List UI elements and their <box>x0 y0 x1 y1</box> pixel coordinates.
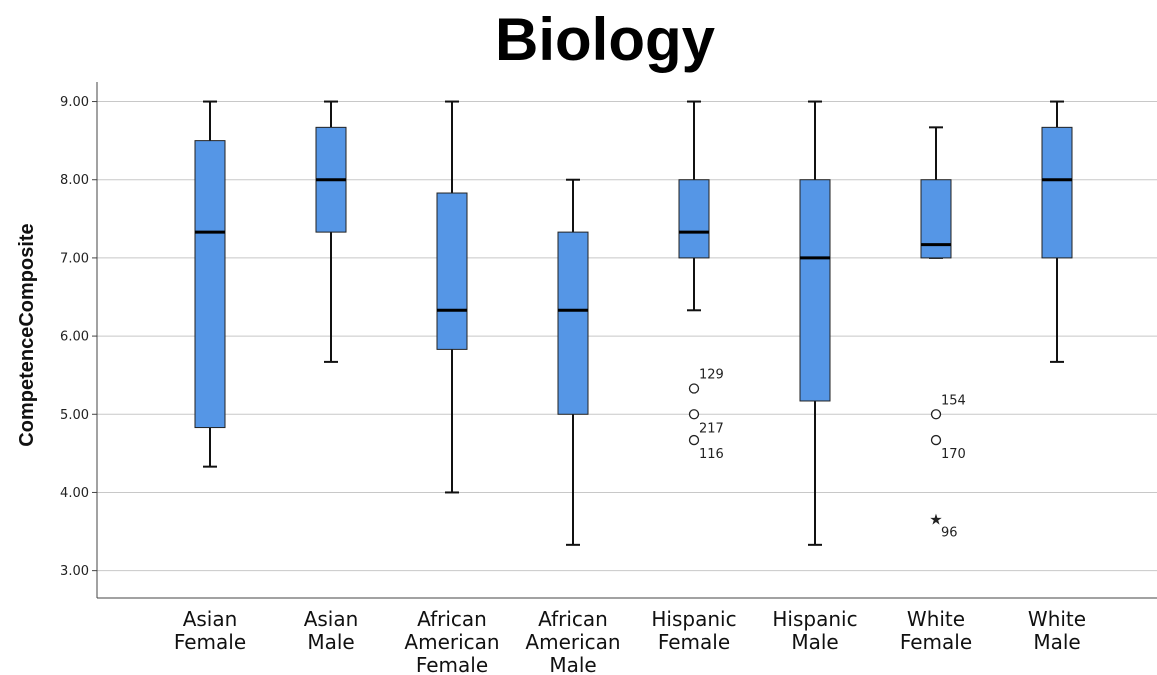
category-label-line: Hispanic <box>651 607 736 631</box>
box-group <box>1041 100 1073 363</box>
box-group <box>315 100 347 363</box>
outlier-star: ★ <box>929 510 942 528</box>
y-tick-label: 4.00 <box>60 486 89 501</box>
box-group <box>436 100 468 494</box>
category-label-line: White <box>1028 607 1086 631</box>
iqr-box <box>436 192 468 350</box>
category-label-line: Female <box>900 630 972 654</box>
category-label: Asian Female <box>174 607 246 654</box>
category-label: White Female <box>900 607 972 654</box>
iqr-box <box>557 231 589 415</box>
category-label-line: Hispanic <box>772 607 857 631</box>
outlier-point <box>688 383 700 394</box>
iqr-box <box>920 179 952 259</box>
box-group <box>194 100 226 468</box>
category-label-line: Female <box>174 630 246 654</box>
box-group: 129 217 116 <box>678 100 724 462</box>
outlier-point <box>930 409 942 420</box>
category-label-line: Asian <box>304 607 359 631</box>
category-label-line: American <box>404 630 499 654</box>
category-label-line: American <box>525 630 620 654</box>
category-label-line: Male <box>1033 630 1080 654</box>
y-axis-ticks: 3.00 4.00 5.00 6.00 7.00 8.00 9.00 <box>60 95 97 579</box>
iqr-box <box>1041 126 1073 259</box>
category-label-line: African <box>417 607 487 631</box>
category-label-line: Male <box>791 630 838 654</box>
outlier-label: 116 <box>699 447 724 462</box>
outlier-label: 154 <box>941 393 966 408</box>
axes <box>96 82 1157 599</box>
category-label-line: Male <box>549 653 596 675</box>
box-group: 154 170 ★96 <box>920 126 966 540</box>
category-label-line: African <box>538 607 608 631</box>
y-axis-label: CompetenceComposite <box>16 223 38 446</box>
iqr-box <box>678 179 710 259</box>
outlier-label: 170 <box>941 447 966 462</box>
category-label: Hispanic Male <box>772 607 857 654</box>
category-label: African American Female <box>404 607 499 675</box>
category-label: Asian Male <box>304 607 359 654</box>
outlier-label: 217 <box>699 421 724 436</box>
category-label: White Male <box>1028 607 1086 654</box>
category-label-line: White <box>907 607 965 631</box>
category-label-line: Male <box>307 630 354 654</box>
category-label-line: Female <box>658 630 730 654</box>
outlier-point <box>688 409 700 420</box>
y-tick-label: 6.00 <box>60 330 89 345</box>
outlier-label: 129 <box>699 367 724 382</box>
outlier-label: 96 <box>941 525 958 540</box>
category-label: African American Male <box>525 607 620 675</box>
gridlines <box>97 101 1157 572</box>
outlier-point <box>688 434 700 446</box>
box-series: 129 217 116 154 170 ★96 <box>194 100 1073 546</box>
category-label-line: Female <box>416 653 488 675</box>
y-tick-label: 5.00 <box>60 408 89 423</box>
iqr-box <box>799 179 831 402</box>
outlier-point <box>930 434 942 446</box>
box-group <box>799 100 831 546</box>
category-label: Hispanic Female <box>651 607 736 654</box>
y-tick-label: 7.00 <box>60 251 89 266</box>
iqr-box <box>194 140 226 429</box>
box-group <box>557 178 589 546</box>
y-tick-label: 9.00 <box>60 95 89 110</box>
y-tick-label: 8.00 <box>60 173 89 188</box>
y-tick-label: 3.00 <box>60 564 89 579</box>
chart-title: Biology <box>495 6 715 73</box>
category-label-line: Asian <box>183 607 238 631</box>
